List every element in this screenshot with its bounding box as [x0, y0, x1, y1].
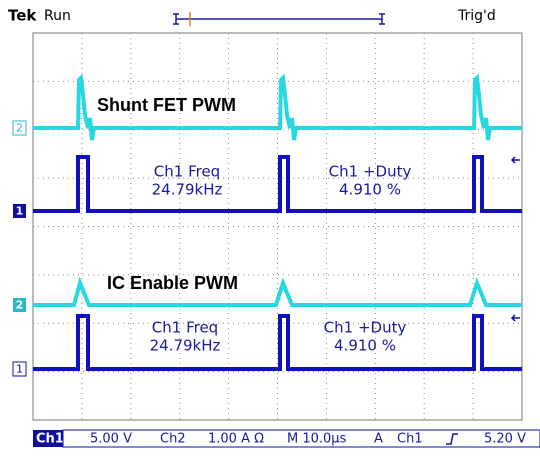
- status-trigger-source: Ch1: [397, 432, 423, 447]
- ch-marker: 2: [16, 299, 24, 312]
- measure-value: 24.79kHz: [150, 337, 221, 355]
- status-trigger-mode: A: [374, 432, 383, 447]
- measure-name: Ch1 +Duty: [329, 163, 412, 181]
- status-timebase: M 10.0µs: [287, 432, 347, 447]
- run-status: Run: [44, 8, 71, 24]
- measure-name: Ch1 +Duty: [324, 319, 407, 337]
- measure-value: 24.79kHz: [152, 181, 223, 199]
- status-ch1: Ch1: [36, 432, 64, 447]
- level-arrows: [510, 156, 520, 322]
- measure-value: 4.910 %: [339, 181, 401, 199]
- ch1-trace-bottom: [33, 314, 522, 371]
- ch2-trace-bottom: [33, 276, 522, 307]
- panel-title: IC Enable PWM: [107, 273, 238, 293]
- ch-marker: 1: [16, 205, 24, 218]
- measure-name: Ch1 Freq: [154, 163, 220, 181]
- trigger-position-bar: [173, 12, 385, 26]
- ch-marker-box: [13, 204, 26, 218]
- measure-name: Ch1 Freq: [152, 319, 218, 337]
- status-ch1-scale: 5.00 V: [90, 432, 132, 447]
- ch-marker-box: [12, 361, 27, 377]
- status-ch2: Ch2: [160, 432, 186, 447]
- trigger-state: Trig'd: [457, 8, 496, 24]
- status-frame: [62, 429, 540, 448]
- ch-marker-box: [12, 120, 27, 136]
- status-ch2-scale: 1.00 A Ω: [208, 432, 264, 447]
- measure-value: 4.910 %: [334, 337, 396, 355]
- brand: Tek: [8, 7, 37, 25]
- status-slope: [446, 433, 458, 445]
- ch2-trace-top: [33, 73, 522, 141]
- ch1-trace-top: [33, 155, 522, 213]
- status-ch1-box: [33, 430, 63, 447]
- ch-marker: 2: [16, 122, 23, 135]
- ch-marker: 1: [16, 363, 23, 376]
- panel-title: Shunt FET PWM: [97, 95, 236, 115]
- ch-marker-box: [13, 298, 26, 312]
- status-trigger-level: 5.20 V: [484, 432, 526, 447]
